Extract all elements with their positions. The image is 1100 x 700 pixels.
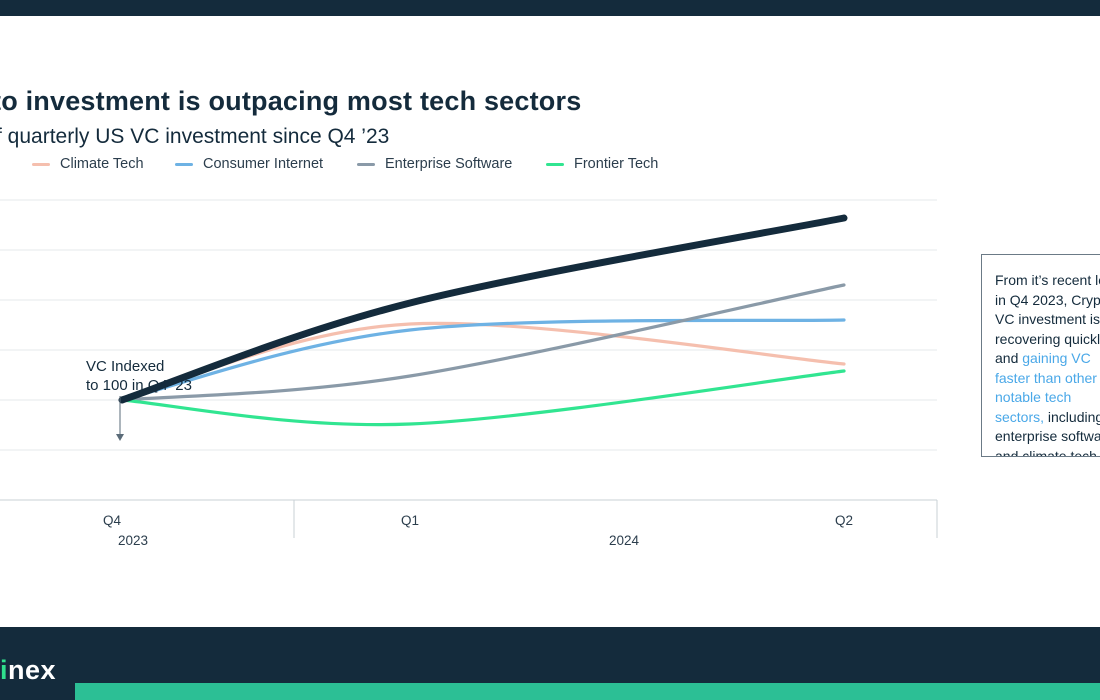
series-line-consumer-internet	[120, 318, 846, 402]
top-bar	[0, 0, 1100, 16]
legend-swatch-enterprise-software	[357, 162, 375, 166]
x-tick-label: Q2	[835, 513, 853, 528]
footer-accent-band	[75, 683, 1100, 700]
series-line-frontier-tech	[120, 369, 846, 427]
callout-box: From it’s recent low in Q4 2023, Crypto …	[981, 254, 1100, 457]
annotation-text: VC Indexed	[86, 358, 164, 375]
legend-item-climate-tech: Climate Tech	[32, 156, 144, 172]
legend-swatch-consumer-internet	[175, 162, 193, 166]
legend-label-consumer-internet: Consumer Internet	[203, 156, 324, 172]
chart-title: to investment is outpacing most tech sec…	[0, 86, 582, 116]
series-line-main	[118, 214, 848, 404]
legend-label-frontier-tech: Frontier Tech	[574, 156, 659, 172]
x-tick-label: Q1	[401, 513, 419, 528]
callout-text-end: including enterprise software and climat…	[995, 408, 1100, 457]
legend-swatch-climate-tech	[32, 162, 50, 166]
legend-item-consumer-internet: Consumer Internet	[175, 156, 323, 172]
x-tick-label: Q4	[103, 513, 122, 528]
legend-swatch-frontier-tech	[546, 162, 564, 166]
line-chart: Q4 Q1 Q2 2023 2024 VC Indexed to 100 in Q4 ’23	[0, 199, 938, 548]
brand-logo: inex	[0, 655, 56, 686]
series-line-enterprise-software	[120, 283, 846, 402]
x-year-label: 2024	[609, 533, 640, 548]
x-year-label: 2023	[118, 533, 148, 548]
logo-text: nex	[8, 655, 57, 685]
annotation-arrowhead	[116, 434, 124, 441]
legend-item-frontier-tech: Frontier Tech	[546, 156, 658, 172]
legend: Climate Tech Consumer Internet Enterpris…	[0, 156, 700, 176]
annotation-text: to 100 in Q4 ’23	[86, 377, 192, 394]
logo-accent: i	[0, 655, 9, 685]
legend-label-enterprise-software: Enterprise Software	[385, 156, 513, 172]
legend-label-climate-tech: Climate Tech	[60, 156, 144, 172]
chart-subtitle: f quarterly US VC investment since Q4 ’2…	[0, 125, 390, 148]
callout-text-start: From it’s recent low in Q4 2023, Crypto …	[995, 272, 1100, 366]
callout-text-highlight: gaining VC faster than other notable tec…	[995, 350, 1097, 425]
legend-item-enterprise-software: Enterprise Software	[357, 156, 512, 172]
